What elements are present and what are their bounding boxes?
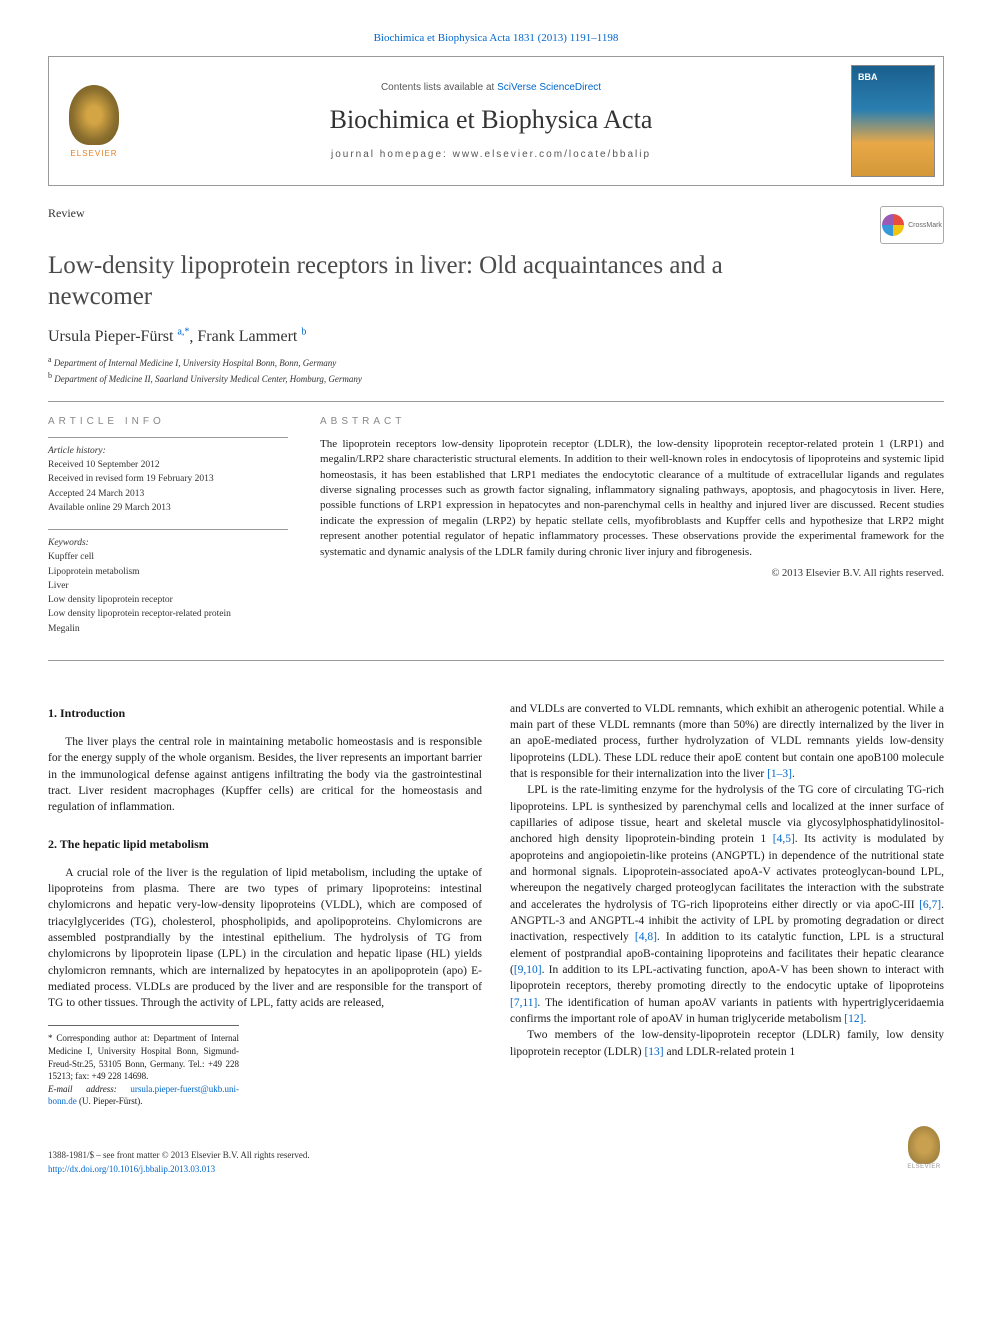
crossmark-badge[interactable]: CrossMark — [880, 206, 944, 244]
keyword-item: Megalin — [48, 622, 288, 636]
ref-link[interactable]: [7,11] — [510, 997, 537, 1009]
sciencedirect-link[interactable]: SciVerse ScienceDirect — [497, 82, 601, 93]
history-revised: Received in revised form 19 February 201… — [48, 472, 288, 486]
intro-p1: The liver plays the central role in main… — [48, 734, 482, 816]
ref-link[interactable]: [6,7] — [919, 899, 941, 911]
issn-line: 1388-1981/$ – see front matter © 2013 El… — [48, 1149, 310, 1163]
crossmark-label: CrossMark — [908, 222, 942, 229]
article-history: Article history: Received 10 September 2… — [48, 437, 288, 515]
contents-lists-line: Contents lists available at SciVerse Sci… — [381, 82, 601, 93]
author-2[interactable]: Frank Lammert b — [197, 328, 306, 345]
ref-link[interactable]: [13] — [644, 1046, 663, 1058]
page-footer: 1388-1981/$ – see front matter © 2013 El… — [48, 1126, 944, 1176]
homepage-prefix: journal homepage: — [331, 149, 453, 160]
keywords-block: Keywords: Kupffer cell Lipoprotein metab… — [48, 529, 288, 636]
footnote-email-line: E-mail address: ursula.pieper-fuerst@ukb… — [48, 1083, 239, 1108]
header-divider — [48, 401, 944, 402]
elsevier-footer-logo: ELSEVIER — [904, 1126, 944, 1176]
abstract-divider — [48, 660, 944, 661]
crossmark-icon — [882, 214, 904, 236]
article-title: Low-density lipoprotein receptors in liv… — [48, 250, 808, 313]
journal-homepage-line: journal homepage: www.elsevier.com/locat… — [331, 149, 651, 160]
keyword-item: Low density lipoprotein receptor-related… — [48, 607, 288, 621]
homepage-url[interactable]: www.elsevier.com/locate/bbalip — [453, 149, 651, 160]
author-list: Ursula Pieper-Fürst a,*, Frank Lammert b — [48, 327, 944, 346]
email-label: E-mail address: — [48, 1084, 130, 1094]
footnote-corr: * Corresponding author at: Department of… — [48, 1032, 239, 1082]
lipid-p4: Two members of the low-density-lipoprote… — [510, 1027, 944, 1060]
corresponding-author-footnote: * Corresponding author at: Department of… — [48, 1025, 239, 1108]
ref-link[interactable]: [12] — [844, 1013, 863, 1025]
lipid-p3: LPL is the rate-limiting enzyme for the … — [510, 782, 944, 1027]
journal-ref-text: Biochimica et Biophysica Acta 1831 (2013… — [374, 32, 619, 44]
author-1[interactable]: Ursula Pieper-Fürst a,* — [48, 328, 189, 345]
doi-link[interactable]: http://dx.doi.org/10.1016/j.bbalip.2013.… — [48, 1163, 310, 1177]
abstract-header: ABSTRACT — [320, 416, 944, 427]
history-label: Article history: — [48, 444, 288, 458]
keyword-item: Kupffer cell — [48, 550, 288, 564]
affiliations: a Department of Internal Medicine I, Uni… — [48, 354, 944, 387]
email-suffix: (U. Pieper-Fürst). — [77, 1096, 143, 1106]
elsevier-wordmark: ELSEVIER — [907, 1164, 940, 1170]
affiliation-a: a Department of Internal Medicine I, Uni… — [48, 354, 944, 371]
ref-link[interactable]: [1–3] — [767, 768, 792, 780]
journal-reference-link[interactable]: Biochimica et Biophysica Acta 1831 (2013… — [48, 32, 944, 44]
elsevier-logo[interactable]: ELSEVIER — [59, 76, 129, 166]
section-2-heading: 2. The hepatic lipid metabolism — [48, 836, 482, 853]
ref-link[interactable]: [9,10] — [514, 964, 542, 976]
publisher-logo-cell: ELSEVIER — [49, 57, 139, 185]
keywords-label: Keywords: — [48, 536, 288, 550]
keyword-item: Low density lipoprotein receptor — [48, 593, 288, 607]
history-online: Available online 29 March 2013 — [48, 501, 288, 515]
journal-cover-thumbnail[interactable] — [851, 65, 935, 177]
ref-link[interactable]: [4,8] — [635, 931, 657, 943]
history-accepted: Accepted 24 March 2013 — [48, 487, 288, 501]
journal-header-center: Contents lists available at SciVerse Sci… — [139, 57, 843, 185]
affiliation-b: b Department of Medicine II, Saarland Un… — [48, 370, 944, 387]
ref-link[interactable]: [4,5] — [773, 833, 795, 845]
elsevier-tree-icon — [908, 1126, 940, 1164]
lipid-p1: A crucial role of the liver is the regul… — [48, 865, 482, 1012]
abstract-copyright: © 2013 Elsevier B.V. All rights reserved… — [320, 568, 944, 579]
abstract-text: The lipoprotein receptors low-density li… — [320, 437, 944, 560]
journal-title: Biochimica et Biophysica Acta — [330, 105, 653, 135]
keyword-item: Lipoprotein metabolism — [48, 565, 288, 579]
keyword-item: Liver — [48, 579, 288, 593]
article-type-label: Review — [48, 206, 85, 221]
elsevier-tree-icon — [69, 85, 119, 145]
article-body: 1. Introduction The liver plays the cent… — [48, 701, 944, 1108]
contents-prefix: Contents lists available at — [381, 82, 497, 93]
cover-thumbnail-cell — [843, 57, 943, 185]
journal-header-box: ELSEVIER Contents lists available at Sci… — [48, 56, 944, 186]
article-info-header: ARTICLE INFO — [48, 416, 288, 427]
history-received: Received 10 September 2012 — [48, 458, 288, 472]
elsevier-wordmark: ELSEVIER — [70, 149, 117, 158]
section-1-heading: 1. Introduction — [48, 705, 482, 722]
lipid-p2: and VLDLs are converted to VLDL remnants… — [510, 701, 944, 783]
